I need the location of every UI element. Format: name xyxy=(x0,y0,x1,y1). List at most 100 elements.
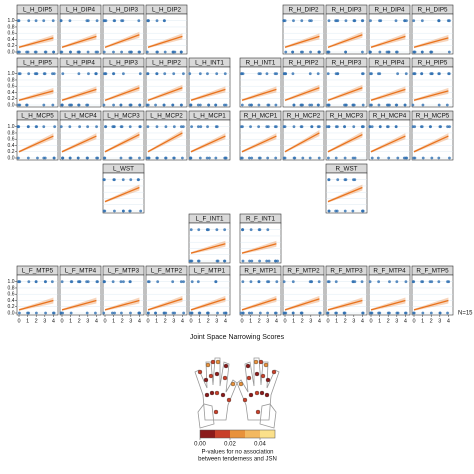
observation-dot xyxy=(249,280,253,284)
panel: R_F_MTP5 0 1 2 3 4 xyxy=(411,265,454,324)
observation-dot xyxy=(190,280,194,284)
observation-dot xyxy=(318,311,322,315)
y-tick-label: 1.0 xyxy=(8,18,15,24)
observation-dot xyxy=(411,280,415,284)
observation-dot xyxy=(102,209,106,213)
panel: L_F_MTP3 0 1 2 3 4 xyxy=(102,265,145,324)
observation-dot xyxy=(156,156,159,160)
x-tick-label: 0 xyxy=(17,318,20,324)
trend-line xyxy=(190,298,226,311)
trend-line xyxy=(18,299,54,311)
panel: R_F_MTP4 0 1 2 3 4 xyxy=(368,265,411,324)
panel: L_H_DIP3 xyxy=(102,4,145,55)
observation-dot xyxy=(16,125,20,129)
panel-title: L_H_PIP4 xyxy=(66,60,95,67)
observation-dot xyxy=(136,178,140,182)
y-tick-label: 0.2 xyxy=(8,43,15,49)
observation-dot xyxy=(351,156,355,160)
x-tick-label: 2 xyxy=(35,318,38,324)
y-tick-label: 1.0 xyxy=(8,124,15,130)
observation-dot xyxy=(76,156,80,160)
observation-dot xyxy=(421,311,425,315)
observation-dot xyxy=(361,103,365,107)
observation-dot xyxy=(327,209,331,213)
x-tick-label: 2 xyxy=(301,318,304,324)
panel: R_H_MCP3 xyxy=(325,110,368,161)
observation-dot xyxy=(335,125,339,129)
observation-dot xyxy=(247,311,251,315)
panel-title: R_F_MTP1 xyxy=(244,268,277,275)
observation-dot xyxy=(154,311,157,315)
observation-dot xyxy=(18,50,21,54)
observation-dot xyxy=(95,19,99,23)
panel: R_F_MTP1 0 1 2 3 4 xyxy=(239,265,282,324)
x-tick-label: 2 xyxy=(207,318,210,324)
panel: R_H_MCP4 xyxy=(368,110,411,161)
observation-dot xyxy=(223,228,227,232)
observation-dot xyxy=(267,259,271,263)
observation-dot xyxy=(138,50,142,54)
observation-dot xyxy=(85,156,89,160)
trend-line xyxy=(370,35,406,48)
panel: R_H_DIP4 xyxy=(368,4,411,55)
trend-line xyxy=(147,132,183,153)
observation-dot xyxy=(353,19,356,23)
x-tick-label: 4 xyxy=(404,318,407,324)
panel: L_H_MCP3 xyxy=(102,110,145,161)
observation-dot xyxy=(103,280,106,284)
observation-dot xyxy=(68,156,72,160)
observation-dot xyxy=(343,156,347,160)
observation-dot xyxy=(111,125,115,129)
observation-dot xyxy=(197,259,201,263)
y-tick-label: 0.6 xyxy=(8,292,15,298)
observation-dot xyxy=(163,50,167,54)
panel-title: L_H_MCP5 xyxy=(21,113,54,120)
panel-frame xyxy=(102,119,145,161)
observation-dot xyxy=(145,103,149,107)
observation-dot xyxy=(122,209,125,213)
observation-dot xyxy=(370,103,373,107)
observation-dot xyxy=(86,103,90,107)
observation-dot xyxy=(86,280,90,284)
observation-dot xyxy=(103,72,106,76)
observation-dot xyxy=(206,311,210,315)
observation-dot xyxy=(147,156,151,160)
observation-dot xyxy=(215,228,219,232)
panel: L_H_MCP1 xyxy=(188,110,231,161)
panel-frame xyxy=(16,13,59,55)
observation-dot xyxy=(188,311,192,315)
panel: L_H_DIP2 xyxy=(145,4,188,55)
observation-dot xyxy=(308,72,312,76)
observation-dot xyxy=(179,125,183,129)
observation-dot xyxy=(155,125,159,129)
panel-title: R_H_MCP3 xyxy=(330,113,364,120)
panel: L_F_INT1 xyxy=(188,213,231,264)
observation-dot xyxy=(282,280,286,284)
observation-dot xyxy=(282,125,286,129)
colorbar-segment xyxy=(230,430,245,438)
observation-dot xyxy=(94,72,98,76)
observation-dot xyxy=(60,280,64,284)
observation-dot xyxy=(198,103,202,107)
observation-dot xyxy=(52,50,55,54)
panel: L_H_INT1 xyxy=(188,57,231,108)
observation-dot xyxy=(353,156,357,160)
observation-dot xyxy=(180,156,184,160)
observation-dot xyxy=(190,125,194,129)
panel-title: L_F_MTP1 xyxy=(194,268,226,275)
observation-dot xyxy=(412,311,416,315)
observation-dot xyxy=(336,19,340,23)
observation-dot xyxy=(240,72,244,76)
trend-line xyxy=(147,298,183,311)
observation-dot xyxy=(308,19,311,23)
observation-dot xyxy=(138,125,142,129)
observation-dot xyxy=(179,50,183,54)
observation-dot xyxy=(447,280,451,284)
observation-dot xyxy=(206,125,209,129)
observation-dot xyxy=(216,311,219,315)
observation-dot xyxy=(189,228,193,232)
y-tick-label: 1.0 xyxy=(8,279,15,285)
observation-dot xyxy=(257,125,261,129)
observation-dot xyxy=(404,72,408,76)
observation-dot xyxy=(420,19,424,23)
